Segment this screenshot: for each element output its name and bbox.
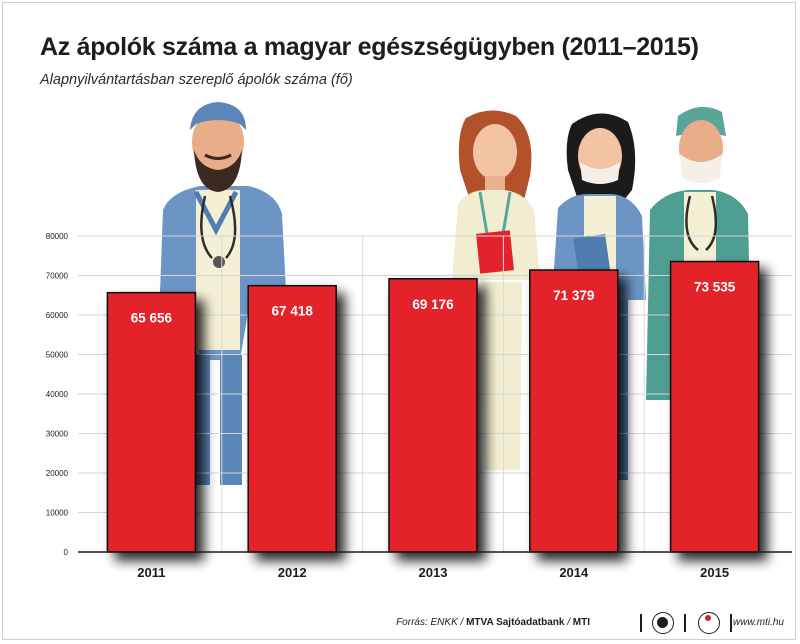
female-nurse-clipboard-icon: [452, 110, 540, 470]
x-axis: 2011 2012 2013 2014 2015: [78, 551, 792, 580]
bar: [388, 278, 478, 553]
y-tick-label: 0: [64, 548, 69, 557]
source-mti: MTI: [572, 617, 590, 628]
footer: Forrás: ENKK / MTVA Sajtóadatbank / MTI …: [0, 610, 800, 640]
y-tick-label: 40000: [46, 390, 69, 399]
x-tick-label: 2013: [419, 565, 448, 580]
source-sep: /: [564, 617, 573, 628]
source-line: Forrás: ENKK / MTVA Sajtóadatbank / MTI: [396, 617, 590, 628]
y-tick-label: 60000: [46, 311, 69, 320]
bar: [529, 269, 619, 553]
y-tick-label: 10000: [46, 509, 69, 518]
source-prefix: Forrás: ENKK /: [396, 617, 467, 628]
y-tick-label: 30000: [46, 430, 69, 439]
chart-bars: 65 656 67 418 69 176 71 379 73 535: [106, 260, 760, 553]
y-tick-label: 80000: [46, 232, 69, 241]
y-axis: 0 10000 20000 30000 40000 50000 60000 70000 8000…: [46, 232, 69, 557]
footer-separator: [730, 614, 732, 632]
mtva-logo-icon: [652, 612, 674, 634]
bar: [247, 284, 337, 553]
site-url: www.mti.hu: [732, 617, 784, 628]
chart-title: Az ápolók száma a magyar egészségügyben …: [40, 33, 699, 61]
y-tick-label: 50000: [46, 351, 69, 360]
bar-value-label: 65 656: [131, 311, 173, 326]
footer-separator: [640, 614, 642, 632]
x-tick-label: 2014: [559, 565, 589, 580]
footer-separator: [684, 614, 686, 632]
bar-value-label: 69 176: [412, 297, 454, 312]
bar: [669, 260, 760, 553]
source-bold: MTVA Sajtóadatbank: [466, 617, 565, 628]
x-tick-label: 2011: [137, 565, 165, 580]
bar-value-label: 73 535: [694, 280, 736, 295]
chart-subtitle: Alapnyilvántartásban szereplő ápolók szá…: [40, 72, 353, 88]
bar-value-label: 71 379: [553, 288, 594, 303]
mti-logo-icon: [698, 612, 720, 634]
bar: [106, 291, 197, 553]
x-tick-label: 2015: [700, 565, 729, 580]
bar-chart: 0 10000 20000 30000 40000 50000 60000 70000 8000…: [46, 102, 792, 580]
y-tick-label: 70000: [46, 272, 69, 281]
male-nurse-beard-icon: [160, 102, 286, 485]
x-tick-label: 2012: [278, 565, 307, 580]
y-tick-label: 20000: [46, 469, 69, 478]
bar-value-label: 67 418: [272, 304, 314, 319]
